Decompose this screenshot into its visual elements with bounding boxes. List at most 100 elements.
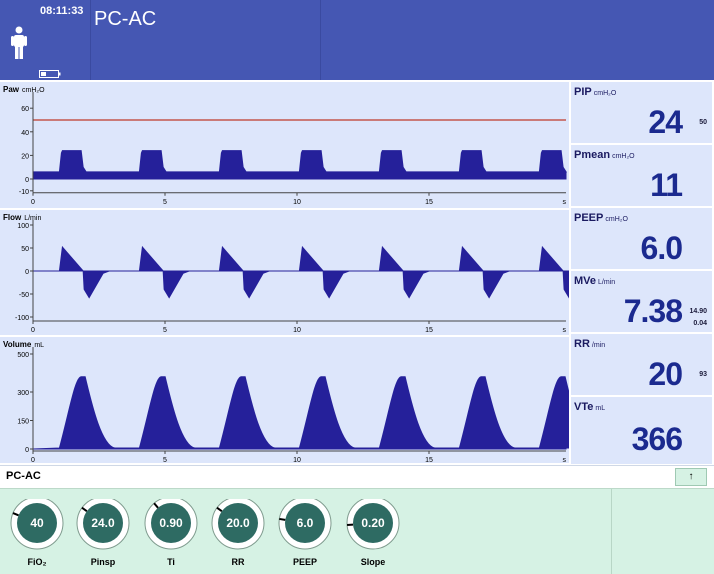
control-knob[interactable]: 20.0 RR [208,499,268,574]
knob-label: FiO₂ [27,557,47,567]
knob-label: Slope [360,557,386,567]
knob-value: 0.20 [361,516,385,530]
y-tick-label: 100 [17,223,29,230]
peep-label: PEEP cmH₂O [574,212,628,224]
paw-waveform-title: Paw cmH₂O [3,85,45,94]
battery-icon [39,70,61,78]
mve-high-limit: 14.90 [689,308,707,315]
header-bar: 08:11:33 PC-AC [0,0,714,80]
x-tick-label: 15 [425,327,433,334]
rr-label: RR/min [574,338,606,350]
numeric-rr[interactable]: RR/min 20 93 [571,334,712,395]
y-tick-label: 0 [25,269,29,276]
mve-low-limit: 0.04 [693,320,707,327]
waveform-area: 60 40 20 0 -10 0 5 10 15 s Paw cmH₂O 100 50 0 -50 -100… [0,82,569,464]
peep-value: 6.0 [640,230,683,266]
knob-dial-icon [211,499,265,550]
x-tick-label: 10 [293,327,301,334]
control-knob[interactable]: 40 FiO₂ [7,499,67,574]
x-tick-label: 15 [425,199,433,206]
x-tick-label: 10 [293,457,301,464]
mve-label: MVe L/min [574,275,616,287]
flow-waveform-trace [33,245,569,299]
y-tick-label: 50 [21,246,29,253]
x-tick-label: s [563,457,567,464]
knob-pointer [216,506,223,513]
ventilation-mode-title[interactable]: PC-AC [94,8,157,30]
pip-high-limit: 50 [699,119,707,126]
y-tick-label: 300 [17,390,29,397]
pmean-label: Pmean cmH₂O [574,149,635,161]
volume-waveform-chart: 500 300 150 00 5 10 15 s [17,347,569,464]
mve-value: 7.38 [623,293,683,329]
numeric-peep[interactable]: PEEP cmH₂O 6.0 [571,208,712,269]
adult-patient-icon[interactable] [9,26,29,60]
pip-label: PIP cmH₂O [574,86,617,98]
paw-waveform-panel[interactable]: 60 40 20 0 -10 0 5 10 15 s Paw cmH₂O [0,82,569,209]
vte-label: VTe mL [574,401,606,413]
knob-face [151,503,191,543]
numeric-pmean[interactable]: Pmean cmH₂O 11 [571,145,712,206]
x-tick-label: 0 [31,457,35,464]
paw-waveform-trace [32,150,568,180]
knob-dial-icon [10,499,64,550]
knob-value: 24.0 [91,516,115,530]
control-knob[interactable]: 6.0 PEEP [275,499,335,574]
mode-bar-label[interactable]: PC-AC [6,470,41,482]
knob-pointer [81,506,88,513]
clock: 08:11:33 [40,5,84,17]
vte-value: 366 [631,421,683,457]
x-tick-label: 5 [163,327,167,334]
y-tick-label: -10 [19,189,29,196]
rr-value: 20 [648,356,683,392]
x-tick-label: 15 [425,457,433,464]
volume-waveform-panel[interactable]: 500 300 150 0 0 5 10 15 s Volume mL [0,337,569,464]
controls-bar: 40 FiO₂ 24.0 Pinsp 0.90 Ti 20.0 RR 6.0 PEEP 0.20 Sl… [0,488,714,574]
x-tick-label: s [563,199,567,206]
knob-label: Ti [167,557,175,567]
knob-label: Pinsp [90,557,116,567]
knob-value: 40 [30,516,44,530]
knob-face [17,503,57,543]
y-tick-label: -50 [19,292,29,299]
expand-arrow-icon[interactable]: ↑ [675,468,707,486]
y-tick-label: 40 [21,130,29,137]
alarm-message-area[interactable] [321,0,714,80]
y-tick-label: -100 [15,315,29,322]
numeric-mve[interactable]: MVe L/min 7.38 14.90 0.04 [571,271,712,332]
volume-waveform-trace [32,376,569,450]
y-tick-label: 20 [21,153,29,160]
knob-pointer [12,512,19,517]
control-knob[interactable]: 0.20 Slope [343,499,403,574]
mode-bar: PC-AC ↑ [0,465,714,487]
knob-value: 6.0 [296,516,314,530]
volume-waveform-title: Volume mL [3,340,45,349]
control-knob[interactable]: 0.90 Ti [141,499,201,574]
knob-face [218,503,258,543]
flow-waveform-panel[interactable]: 100 50 0 -50 -100 0 5 10 15 s Flow L/min [0,210,569,336]
control-knob[interactable]: 24.0 Pinsp [73,499,133,574]
knob-face [353,503,393,543]
pip-value: 24 [648,104,683,140]
controls-side-panel[interactable] [611,489,714,574]
y-tick-label: 0 [25,447,29,454]
knob-value: 20.0 [226,516,250,530]
numeric-pip[interactable]: PIP cmH₂O 24 50 [571,82,712,143]
patient-info-cell[interactable] [0,0,91,80]
x-tick-label: 10 [293,199,301,206]
knob-pointer [153,502,159,509]
mode-cell[interactable] [91,0,321,80]
knob-dial-icon [76,499,130,550]
y-tick-label: 150 [17,419,29,426]
knob-face [83,503,123,543]
x-tick-label: 5 [163,457,167,464]
x-tick-label: 0 [31,327,35,334]
y-tick-label: 0 [25,177,29,184]
flow-waveform-title: Flow L/min [3,213,42,222]
knob-label: RR [231,557,245,567]
knob-dial-icon [346,499,400,550]
numeric-vte[interactable]: VTe mL 366 [571,397,712,464]
